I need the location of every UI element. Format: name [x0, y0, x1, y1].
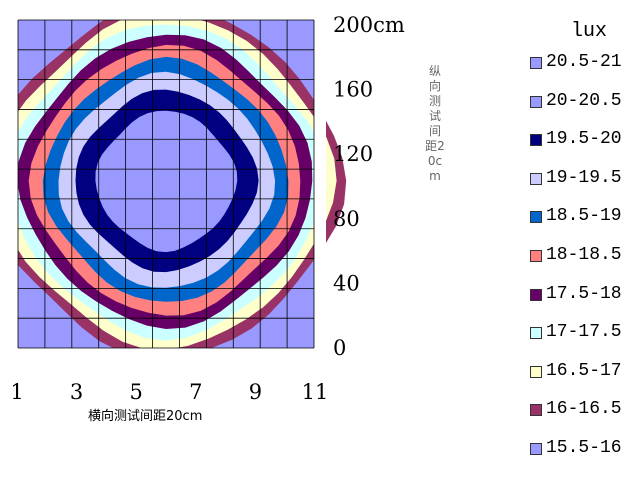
legend-title: lux	[571, 20, 608, 43]
legend-label: 19-19.5	[546, 167, 622, 188]
legend-item: 20.5-21	[530, 52, 622, 91]
y-tick-label: 120	[333, 142, 373, 166]
legend-item: 19.5-20	[530, 129, 622, 168]
x-axis-title: 横向测试间距20cm	[88, 408, 202, 424]
legend-item: 17-17.5	[530, 322, 622, 361]
legend-swatch	[530, 172, 542, 185]
x-tick-label: 7	[189, 380, 202, 404]
legend-item: 18-18.5	[530, 245, 622, 284]
legend-item: 16.5-17	[530, 361, 622, 400]
legend-swatch	[530, 442, 542, 455]
x-tick-label: 5	[130, 380, 143, 404]
legend: 20.5-21 20-20.5 19.5-20 19-19.5 18.5-19 18-18…	[530, 52, 622, 477]
y-tick-label: 40	[333, 271, 360, 295]
x-tick-label: 3	[70, 380, 83, 404]
legend-label: 18.5-19	[546, 206, 622, 227]
legend-label: 16.5-17	[546, 360, 622, 381]
y-axis-title: 纵向测试间距20cm	[425, 64, 445, 183]
legend-swatch	[530, 365, 542, 378]
legend-label: 17.5-18	[546, 283, 622, 304]
legend-item: 15.5-16	[530, 438, 622, 477]
y-tick-label: 160	[333, 78, 373, 102]
x-tick-label: 9	[249, 380, 262, 404]
legend-label: 20.5-21	[546, 52, 622, 72]
legend-label: 19.5-20	[546, 129, 622, 150]
x-tick-label: 11	[302, 380, 329, 404]
legend-label: 15.5-16	[546, 437, 622, 458]
legend-label: 16-16.5	[546, 399, 622, 420]
legend-item: 20-20.5	[530, 91, 622, 130]
x-axis-ticks: 1 3 5 7 9 11	[10, 380, 328, 404]
legend-swatch	[530, 57, 542, 69]
legend-swatch	[530, 95, 542, 108]
contour-chart: 1 3 5 7 9 11 0 40 80 120 160 200cm 横向测试间距20cm	[0, 1, 405, 424]
y-tick-label: 80	[333, 207, 360, 231]
legend-swatch	[530, 249, 542, 262]
legend-label: 18-18.5	[546, 244, 622, 265]
legend-swatch	[530, 211, 542, 224]
legend-swatch	[530, 404, 542, 417]
x-tick-label: 1	[10, 380, 23, 404]
legend-item: 18.5-19	[530, 206, 622, 245]
grid	[17, 19, 315, 349]
contour-band-20.5-21	[124, 140, 207, 222]
plot-area	[0, 1, 347, 358]
legend-label: 20-20.5	[546, 90, 622, 111]
y-tick-label: 200cm	[333, 13, 405, 37]
legend-item: 17.5-18	[530, 284, 622, 323]
legend-label: 17-17.5	[546, 322, 622, 343]
y-tick-label: 0	[333, 336, 346, 360]
legend-item: 16-16.5	[530, 399, 622, 438]
legend-swatch	[530, 134, 542, 147]
legend-item: 19-19.5	[530, 168, 622, 207]
y-axis-ticks: 0 40 80 120 160 200cm	[333, 13, 405, 360]
legend-swatch	[530, 288, 542, 301]
legend-swatch	[530, 327, 542, 340]
